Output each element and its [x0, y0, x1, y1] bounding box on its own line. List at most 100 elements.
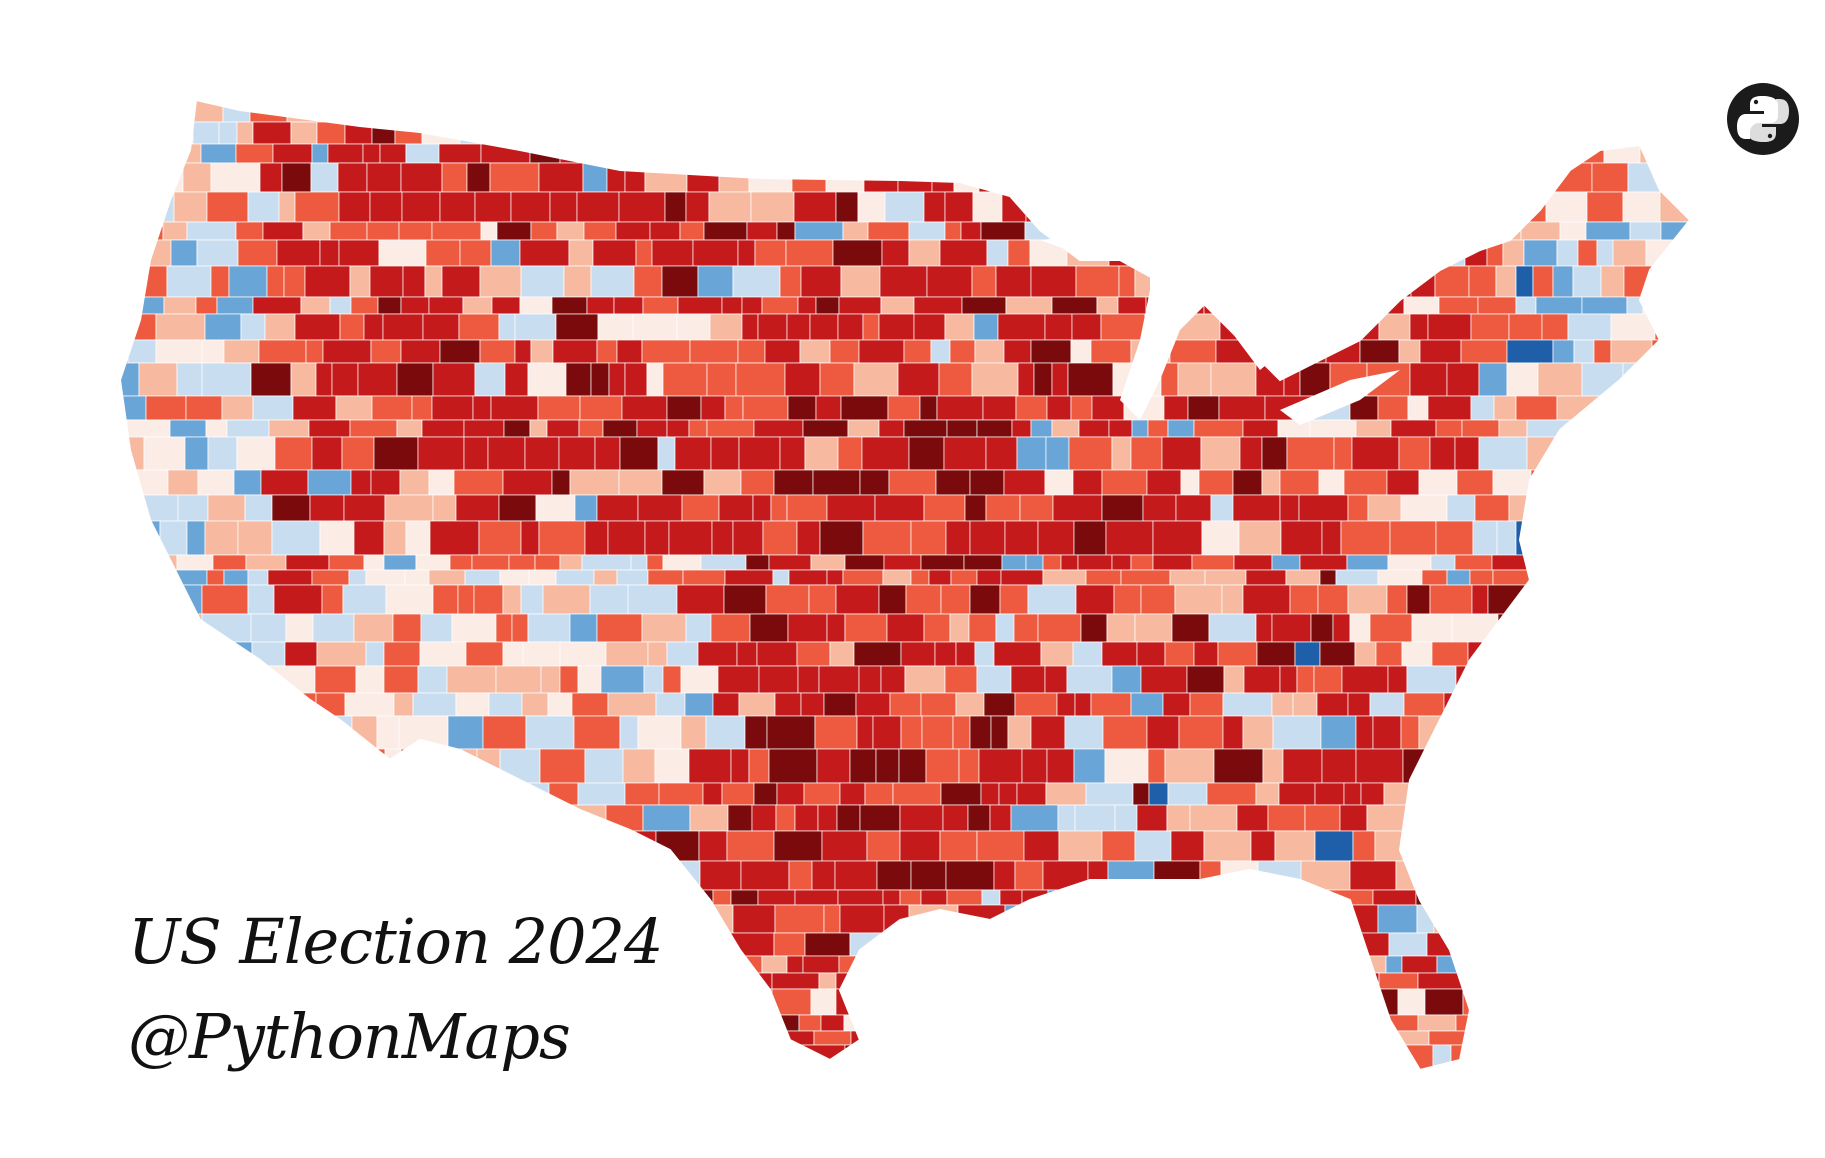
- county-tile: [1072, 641, 1103, 667]
- lake-erie: [1280, 370, 1400, 425]
- county-tile: [1472, 1030, 1508, 1046]
- county-tile: [1175, 1014, 1206, 1032]
- county-tile: [976, 419, 1013, 438]
- county-tile: [201, 584, 249, 615]
- county-tile: [462, 296, 493, 315]
- county-tile: [1366, 221, 1394, 241]
- county-tile: [608, 362, 626, 397]
- county-tile: [1341, 191, 1373, 223]
- county-tile: [718, 494, 754, 522]
- county-tile: [1051, 362, 1069, 397]
- county-tile: [1610, 339, 1653, 364]
- county-tile: [1352, 830, 1376, 862]
- county-tile: [800, 692, 825, 717]
- county-tile: [1427, 313, 1472, 341]
- county-tile: [1148, 162, 1195, 193]
- county-tile: [1033, 362, 1053, 397]
- county-tile: [335, 395, 373, 421]
- county-tile: [612, 1014, 658, 1032]
- county-tile: [520, 520, 540, 556]
- county-tile: [185, 395, 223, 421]
- county-tile: [889, 692, 922, 717]
- county-tile: [1545, 191, 1588, 223]
- county-tile: [668, 520, 713, 556]
- county-tile: [577, 665, 602, 694]
- county-tile: [786, 494, 828, 522]
- county-tile: [1603, 715, 1638, 750]
- county-tile: [636, 419, 668, 438]
- county-tile: [1387, 665, 1408, 694]
- county-tile: [1131, 1030, 1161, 1046]
- county-tile: [1158, 121, 1182, 145]
- county-tile: [250, 362, 292, 397]
- county-tile: [476, 860, 507, 891]
- county-tile: [204, 520, 239, 556]
- county-tile: [149, 889, 190, 906]
- county-tile: [1451, 613, 1499, 643]
- county-tile: [892, 121, 941, 145]
- county-tile: [974, 641, 995, 667]
- county-tile: [1019, 494, 1054, 522]
- county-tile: [736, 641, 758, 667]
- county-tile: [1463, 972, 1488, 990]
- county-tile: [120, 313, 157, 341]
- county-tile: [195, 296, 218, 315]
- county-tile: [343, 494, 386, 522]
- county-tile: [149, 613, 176, 643]
- county-tile: [1282, 296, 1333, 315]
- lake-superior: [1040, 232, 1180, 262]
- county-tile: [874, 494, 925, 522]
- county-tile: [156, 100, 188, 123]
- county-tile: [251, 715, 293, 750]
- county-tile: [210, 162, 261, 193]
- county-tile: [618, 191, 666, 223]
- county-tile: [1043, 1014, 1072, 1032]
- county-tile: [1371, 191, 1394, 223]
- county-tile: [1223, 143, 1262, 164]
- county-tile: [862, 520, 912, 556]
- county-tile: [431, 221, 482, 241]
- county-tile: [903, 339, 932, 364]
- county-tile: [1678, 860, 1690, 891]
- county-tile: [1211, 191, 1247, 223]
- county-tile: [1347, 494, 1369, 522]
- county-tile: [157, 121, 194, 145]
- county-tile: [1086, 889, 1135, 906]
- county-tile: [813, 1030, 852, 1046]
- county-tile: [1201, 520, 1240, 556]
- county-tile: [1016, 1014, 1045, 1032]
- county-tile: [878, 313, 915, 341]
- county-tile: [1465, 782, 1494, 806]
- county-tile: [1614, 1077, 1641, 1091]
- county-tile: [641, 339, 691, 364]
- county-tile: [432, 362, 476, 397]
- county-tile: [624, 362, 648, 397]
- county-tile: [737, 339, 766, 364]
- county-tile: [192, 641, 224, 667]
- county-tile: [1515, 296, 1537, 315]
- county-tile: [329, 221, 368, 241]
- county-tile: [627, 584, 678, 615]
- county-tile: [1243, 972, 1279, 990]
- county-tile: [1409, 313, 1429, 341]
- county-tile: [1098, 191, 1121, 223]
- county-tile: [1030, 419, 1053, 438]
- county-tile: [167, 469, 199, 496]
- county-tile: [787, 613, 828, 643]
- county-tile: [1469, 569, 1494, 586]
- county-tile: [1378, 972, 1419, 990]
- county-tile: [730, 748, 750, 784]
- county-tile: [949, 339, 976, 364]
- county-tile: [1117, 296, 1147, 315]
- county-tile: [817, 804, 838, 832]
- county-tile: [993, 972, 1039, 990]
- county-tile: [961, 988, 992, 1016]
- county-tile: [512, 830, 543, 862]
- county-tile: [363, 313, 384, 341]
- county-tile: [1514, 782, 1535, 806]
- county-tile: [1169, 339, 1217, 364]
- county-tile: [1044, 469, 1074, 496]
- county-tile: [1140, 665, 1188, 694]
- county-tile: [905, 584, 942, 615]
